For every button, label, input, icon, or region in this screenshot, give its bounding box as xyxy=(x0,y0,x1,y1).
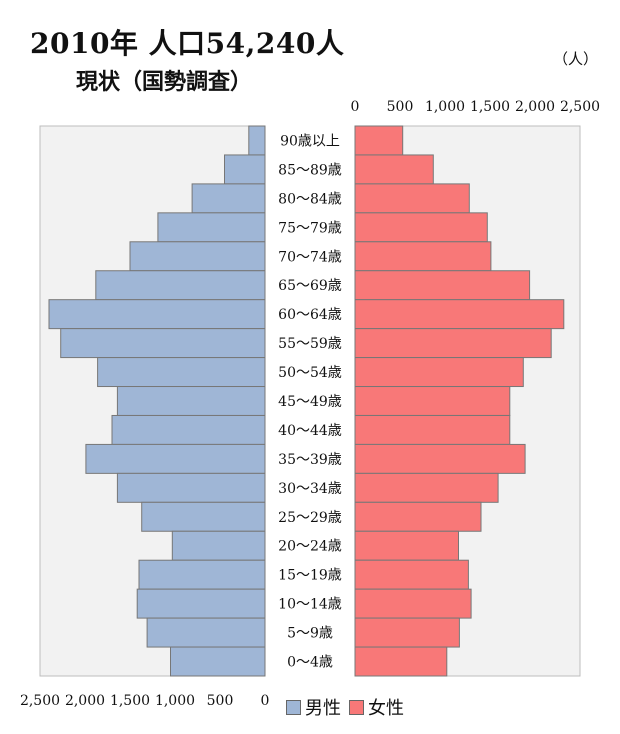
female-bar xyxy=(354,241,492,272)
female-axis-tick-label: 500 xyxy=(387,99,414,115)
male-axis-tick-label: 500 xyxy=(207,693,234,709)
male-bar xyxy=(60,328,266,359)
female-bar xyxy=(354,125,404,156)
chart-subtitle: 現状（国勢調査） xyxy=(76,69,253,95)
age-category-label: 60～64歳 xyxy=(278,307,342,323)
legend: 男性 女性 xyxy=(286,694,404,720)
female-bar xyxy=(354,270,531,301)
male-bar xyxy=(157,212,266,243)
female-bar xyxy=(354,386,511,416)
male-bar xyxy=(141,501,266,532)
female-bar xyxy=(354,501,482,532)
age-category-label: 90歳以上 xyxy=(280,133,340,149)
male-bar xyxy=(116,472,266,503)
female-bar xyxy=(354,328,552,359)
male-bar xyxy=(129,241,266,272)
female-bar xyxy=(354,443,526,474)
chart-title: 2010年 人口54,240人 xyxy=(30,27,345,60)
male-bar xyxy=(224,154,266,185)
female-bar xyxy=(354,212,488,243)
unit-label: （人） xyxy=(552,50,598,68)
age-category-label: 35～39歳 xyxy=(278,452,342,468)
male-bar xyxy=(171,530,266,561)
male-axis-tick-label: 1,500 xyxy=(110,693,150,709)
male-bar xyxy=(191,183,266,214)
female-bar xyxy=(354,299,565,330)
age-category-label: 15～19歳 xyxy=(278,568,342,584)
age-category-label: 40～44歳 xyxy=(278,423,342,439)
age-category-label: 30～34歳 xyxy=(278,481,342,497)
male-bar xyxy=(248,125,266,156)
male-bar xyxy=(97,357,266,388)
age-category-label: 5～9歳 xyxy=(287,626,333,642)
female-bar xyxy=(354,646,448,677)
age-category-label: 75～79歳 xyxy=(278,220,342,236)
female-bar xyxy=(354,183,470,214)
age-category-label: 80～84歳 xyxy=(278,191,342,207)
female-bar xyxy=(354,472,499,503)
male-axis-tick-label: 2,000 xyxy=(65,693,105,709)
female-bar xyxy=(354,357,524,388)
female-axis-tick-label: 1,500 xyxy=(470,99,510,115)
legend-female-label: 女性 xyxy=(368,698,404,719)
male-bar xyxy=(95,270,266,301)
age-category-label: 70～74歳 xyxy=(278,249,342,265)
age-category-label: 20～24歳 xyxy=(278,539,342,555)
female-bar xyxy=(354,414,511,445)
legend-male-label: 男性 xyxy=(305,698,341,719)
age-category-label: 45～49歳 xyxy=(278,394,342,410)
legend-item-female: 女性 xyxy=(349,694,404,720)
male-swatch xyxy=(286,699,301,715)
age-category-label: 10～14歳 xyxy=(278,597,342,613)
age-category-label: 0～4歳 xyxy=(287,655,333,671)
male-bar xyxy=(85,443,266,474)
female-axis-tick-label: 2,500 xyxy=(560,99,600,115)
female-axis-tick-label: 2,000 xyxy=(515,99,555,115)
male-axis-tick-label: 1,000 xyxy=(155,693,195,709)
male-bar xyxy=(138,559,266,590)
female-bar xyxy=(354,559,469,590)
female-bar xyxy=(354,588,472,619)
male-axis-tick-label: 2,500 xyxy=(20,693,60,709)
male-bar xyxy=(170,646,266,677)
male-bar xyxy=(146,617,266,648)
female-axis-tick-label: 0 xyxy=(351,99,360,115)
age-category-label: 65～69歳 xyxy=(278,278,342,294)
male-bar xyxy=(136,588,266,619)
male-bar xyxy=(48,299,266,330)
male-bar xyxy=(111,414,266,445)
age-category-label: 55～59歳 xyxy=(278,336,342,352)
female-swatch xyxy=(349,699,364,715)
male-axis-tick-label: 0 xyxy=(261,693,270,709)
male-bar xyxy=(116,386,266,416)
female-bar xyxy=(354,154,434,185)
age-category-label: 50～54歳 xyxy=(278,365,342,381)
legend-item-male: 男性 xyxy=(286,694,341,720)
female-axis-tick-label: 1,000 xyxy=(425,99,465,115)
female-bar xyxy=(354,617,460,648)
female-bar xyxy=(354,530,459,561)
age-category-label: 85～89歳 xyxy=(278,162,342,178)
age-category-label: 25～29歳 xyxy=(278,510,342,526)
